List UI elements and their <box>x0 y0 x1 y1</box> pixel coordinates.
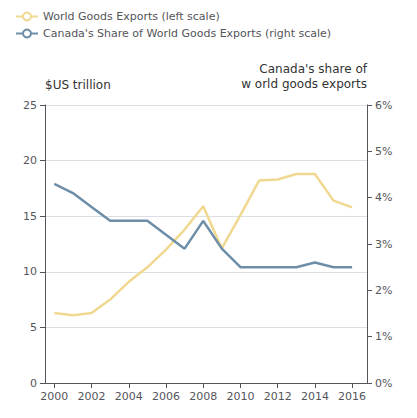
svg-text:2004: 2004 <box>115 390 143 403</box>
svg-text:2002: 2002 <box>78 390 106 403</box>
svg-text:1%: 1% <box>375 330 392 343</box>
svg-text:10: 10 <box>23 265 37 278</box>
svg-text:5%: 5% <box>375 145 392 158</box>
svg-text:2012: 2012 <box>264 390 292 403</box>
svg-text:5: 5 <box>30 321 37 334</box>
svg-text:0%: 0% <box>375 377 392 390</box>
svg-text:2%: 2% <box>375 284 392 297</box>
svg-text:15: 15 <box>23 210 37 223</box>
svg-text:Canada's share of: Canada's share of <box>259 62 367 76</box>
svg-text:2006: 2006 <box>152 390 180 403</box>
svg-text:w orld goods exports: w orld goods exports <box>241 77 367 91</box>
svg-text:2010: 2010 <box>226 390 254 403</box>
svg-text:World Goods Exports (left scal: World Goods Exports (left scale) <box>43 10 220 23</box>
svg-text:2008: 2008 <box>189 390 217 403</box>
svg-text:0: 0 <box>30 377 37 390</box>
svg-text:3%: 3% <box>375 238 392 251</box>
svg-text:$US trillion: $US trillion <box>45 78 111 92</box>
svg-text:2016: 2016 <box>338 390 366 403</box>
svg-text:25: 25 <box>23 99 37 112</box>
svg-text:6%: 6% <box>375 99 392 112</box>
svg-text:20: 20 <box>23 154 37 167</box>
svg-text:2000: 2000 <box>40 390 68 403</box>
svg-text:2014: 2014 <box>301 390 329 403</box>
svg-text:Canada's Share of World Goods: Canada's Share of World Goods Exports (r… <box>43 27 331 40</box>
svg-text:4%: 4% <box>375 191 392 204</box>
